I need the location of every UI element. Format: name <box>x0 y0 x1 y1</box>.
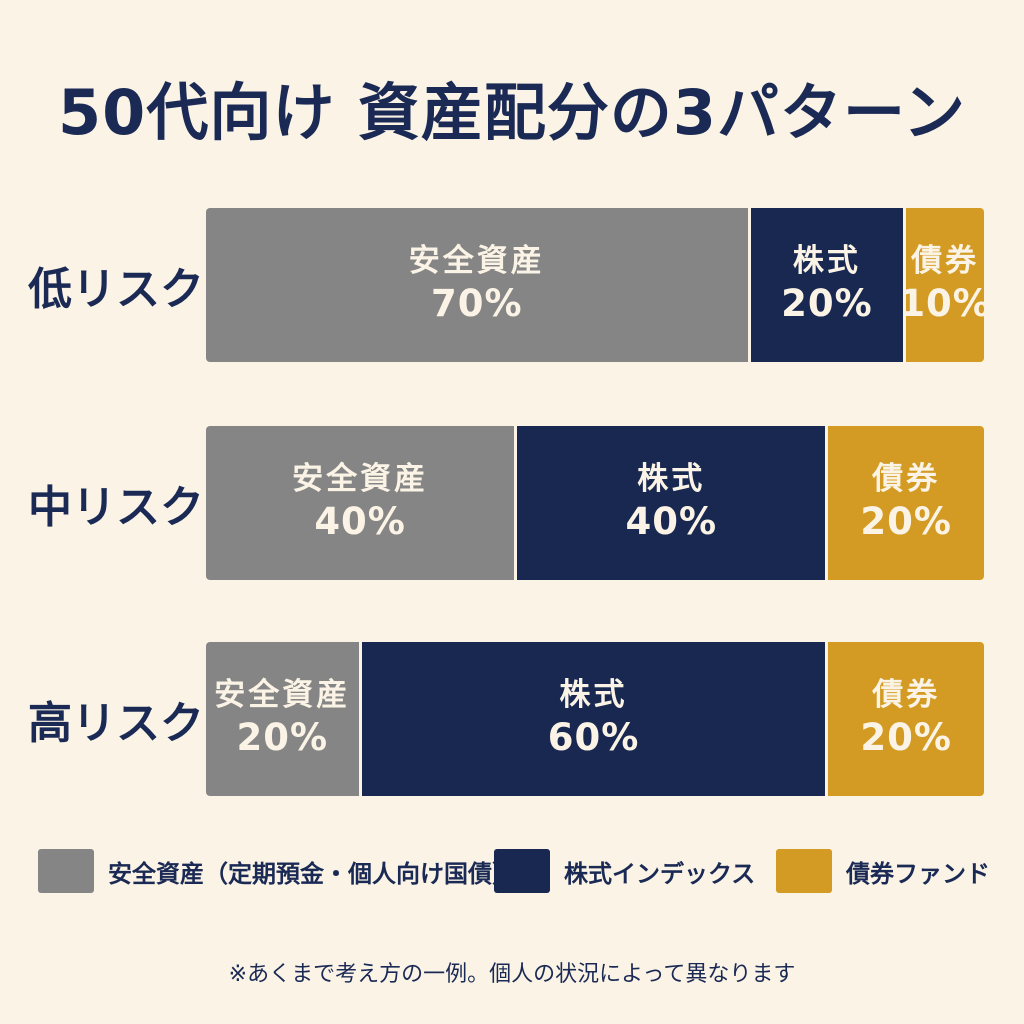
segment-name-label: 株式 <box>637 460 706 497</box>
legend-label-stocks: 株式インデックス <box>564 859 756 888</box>
segment-name-label: 安全資産 <box>408 242 545 279</box>
segment-name-label: 株式 <box>792 242 861 279</box>
bar-high-risk: 安全資産 20% 株式 60% 債券 20% <box>206 642 984 796</box>
segment-value-label: 20% <box>236 716 329 760</box>
bar-segment-low-risk-safe-assets: 安全資産 70% <box>206 208 751 362</box>
segment-value-label: 40% <box>314 500 406 544</box>
legend: 安全資産（定期預金・個人向け国債） 株式インデックス 債券ファンド <box>38 848 998 894</box>
segment-name-label: 株式 <box>559 676 628 713</box>
row-label-low-risk: 低リスク <box>28 264 204 315</box>
segment-value-label: 10% <box>906 282 984 326</box>
bar-segment-high-risk-bonds: 債券 20% <box>828 642 984 796</box>
segment-value-label: 20% <box>781 282 873 326</box>
bar-segment-mid-risk-stocks: 株式 40% <box>517 426 829 580</box>
row-label-high-risk: 高リスク <box>28 698 204 749</box>
segment-value-label: 20% <box>860 716 952 760</box>
footnote: ※あくまで考え方の一例。個人の状況によって異なります <box>228 962 796 987</box>
bar-segment-mid-risk-safe-assets: 安全資産 40% <box>206 426 518 580</box>
row-label-mid-risk: 中リスク <box>28 482 204 533</box>
segment-name-label: 債券 <box>872 676 941 713</box>
legend-item-safe-assets: 安全資産（定期預金・個人向け国債） <box>38 848 516 894</box>
legend-item-bonds: 債券ファンド <box>776 848 990 894</box>
segment-value-label: 70% <box>431 282 523 326</box>
legend-label-bonds: 債券ファンド <box>846 859 990 888</box>
segment-name-label: 債券 <box>911 242 980 279</box>
bar-mid-risk: 安全資産 40% 株式 40% 債券 20% <box>206 426 984 580</box>
segment-value-label: 40% <box>625 500 718 544</box>
segment-name-label: 安全資産 <box>292 460 429 497</box>
bar-segment-low-risk-stocks: 株式 20% <box>750 208 907 362</box>
bar-segment-mid-risk-bonds: 債券 20% <box>828 426 984 580</box>
legend-item-stocks: 株式インデックス <box>494 848 755 894</box>
legend-swatch-stocks <box>494 849 550 893</box>
bar-segment-high-risk-stocks: 株式 60% <box>361 642 829 796</box>
legend-label-safe-assets: 安全資産（定期預金・個人向け国債） <box>108 859 516 888</box>
legend-swatch-bonds <box>776 849 832 893</box>
segment-name-label: 安全資産 <box>214 676 351 713</box>
chart-title: 50代向け 資産配分の3パターン <box>58 76 966 149</box>
segment-value-label: 60% <box>547 716 640 760</box>
segment-name-label: 債券 <box>872 460 941 497</box>
legend-swatch-safe-assets <box>38 849 94 893</box>
bar-segment-high-risk-safe-assets: 安全資産 20% <box>206 642 362 796</box>
segment-value-label: 20% <box>860 500 952 544</box>
